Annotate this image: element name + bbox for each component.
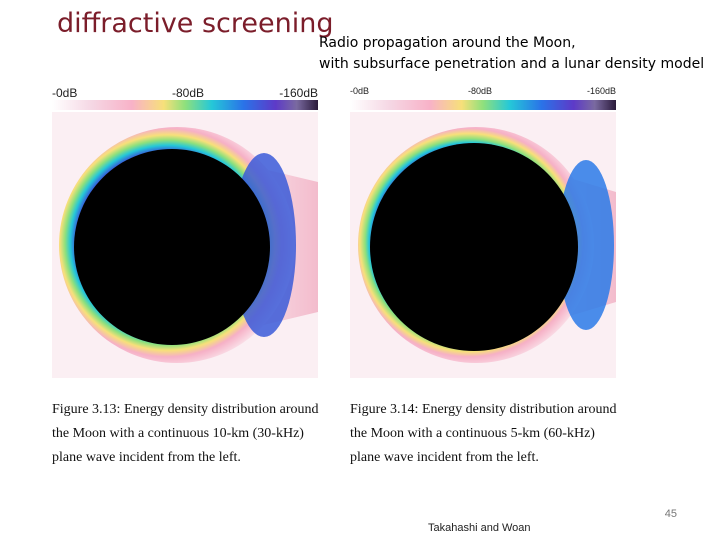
colorbar — [52, 100, 318, 110]
colorbar-label-mid: -80dB — [468, 86, 493, 96]
colorbar — [350, 100, 616, 110]
colorbar-label-min: -0dB — [52, 86, 78, 100]
page-number: 45 — [664, 508, 677, 520]
figure-3-13: -0dB -80dB -160dB — [52, 86, 318, 378]
moon-disk — [370, 143, 578, 351]
colorbar-label-min: -0dB — [350, 86, 370, 96]
subtitle-line-1: Radio propagation around the Moon, — [319, 35, 576, 51]
energy-density-plot — [52, 112, 318, 378]
colorbar-label-max: -160dB — [279, 86, 318, 100]
moon-disk — [74, 149, 270, 345]
energy-density-plot — [350, 112, 616, 378]
figure-3-14: -0dB -80dB -160dB — [350, 86, 616, 378]
colorbar-labels: -0dB -80dB -160dB — [52, 86, 318, 100]
slide-subtitle: Radio propagation around the Moon, with … — [319, 33, 704, 75]
slide-title: diffractive screening — [57, 8, 334, 39]
figure-caption: Figure 3.14: Energy density distribution… — [350, 402, 617, 465]
subtitle-line-2: with subsurface penetration and a lunar … — [319, 56, 705, 72]
colorbar-label-mid: -80dB — [172, 86, 205, 100]
colorbar-labels: -0dB -80dB -160dB — [350, 86, 616, 100]
figure-caption: Figure 3.13: Energy density distribution… — [52, 402, 319, 465]
credit-text: Takahashi and Woan — [428, 522, 531, 534]
colorbar-label-max: -160dB — [586, 86, 616, 96]
